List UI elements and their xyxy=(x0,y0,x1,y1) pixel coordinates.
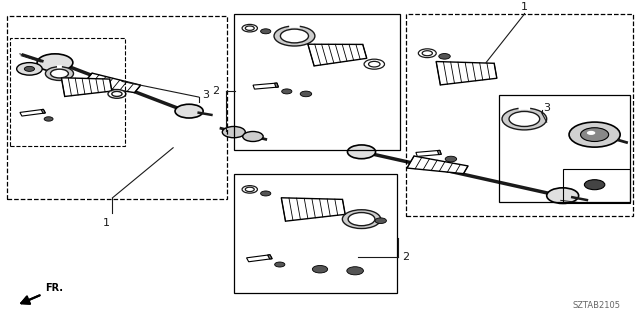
Ellipse shape xyxy=(347,267,364,275)
Circle shape xyxy=(17,63,42,75)
Polygon shape xyxy=(407,156,468,174)
Circle shape xyxy=(342,210,381,228)
Ellipse shape xyxy=(312,266,328,273)
Polygon shape xyxy=(268,255,272,259)
Polygon shape xyxy=(436,61,497,85)
Polygon shape xyxy=(308,44,367,66)
Circle shape xyxy=(419,49,436,58)
Polygon shape xyxy=(61,78,112,96)
Polygon shape xyxy=(282,198,345,221)
Bar xyxy=(563,169,630,204)
Ellipse shape xyxy=(275,262,285,267)
Text: 2: 2 xyxy=(212,86,220,96)
Circle shape xyxy=(369,61,380,67)
Circle shape xyxy=(587,131,595,135)
Bar xyxy=(7,16,227,199)
Ellipse shape xyxy=(439,53,451,59)
Polygon shape xyxy=(246,255,272,262)
Text: 1: 1 xyxy=(521,2,528,12)
Polygon shape xyxy=(20,109,45,116)
Circle shape xyxy=(348,145,376,159)
Ellipse shape xyxy=(260,29,271,34)
Ellipse shape xyxy=(584,180,605,190)
Circle shape xyxy=(51,69,68,78)
Circle shape xyxy=(243,132,263,141)
Polygon shape xyxy=(83,73,141,92)
FancyArrowPatch shape xyxy=(21,295,40,304)
Circle shape xyxy=(245,187,254,192)
Bar xyxy=(234,14,400,150)
Polygon shape xyxy=(253,83,278,89)
Circle shape xyxy=(45,67,74,80)
Circle shape xyxy=(242,186,257,193)
Ellipse shape xyxy=(44,117,53,121)
Circle shape xyxy=(364,59,385,69)
Circle shape xyxy=(242,24,257,32)
Circle shape xyxy=(569,122,620,147)
Circle shape xyxy=(422,51,433,56)
Bar xyxy=(10,37,125,146)
Bar xyxy=(406,14,633,216)
Ellipse shape xyxy=(300,91,312,97)
Circle shape xyxy=(37,54,73,71)
Circle shape xyxy=(509,111,540,126)
Bar xyxy=(234,174,397,293)
Text: 3: 3 xyxy=(543,103,550,113)
Polygon shape xyxy=(41,109,45,113)
Circle shape xyxy=(280,29,308,43)
Circle shape xyxy=(222,126,245,138)
Polygon shape xyxy=(437,150,441,155)
Circle shape xyxy=(175,104,203,118)
Text: 1: 1 xyxy=(102,218,109,228)
Ellipse shape xyxy=(375,218,387,223)
Circle shape xyxy=(547,188,579,204)
Ellipse shape xyxy=(24,66,35,71)
Circle shape xyxy=(502,108,547,130)
Ellipse shape xyxy=(445,156,457,162)
Polygon shape xyxy=(275,83,278,87)
Circle shape xyxy=(580,128,609,141)
Circle shape xyxy=(108,90,126,98)
Ellipse shape xyxy=(282,89,292,94)
Circle shape xyxy=(348,212,375,226)
Text: FR.: FR. xyxy=(45,283,63,293)
Text: 3: 3 xyxy=(202,91,209,100)
Circle shape xyxy=(112,92,122,96)
Polygon shape xyxy=(416,150,441,156)
Circle shape xyxy=(274,26,315,46)
Ellipse shape xyxy=(260,191,271,196)
Circle shape xyxy=(245,26,254,30)
Text: 2: 2 xyxy=(402,252,409,262)
Text: SZTAB2105: SZTAB2105 xyxy=(572,301,620,310)
Bar xyxy=(499,95,630,202)
